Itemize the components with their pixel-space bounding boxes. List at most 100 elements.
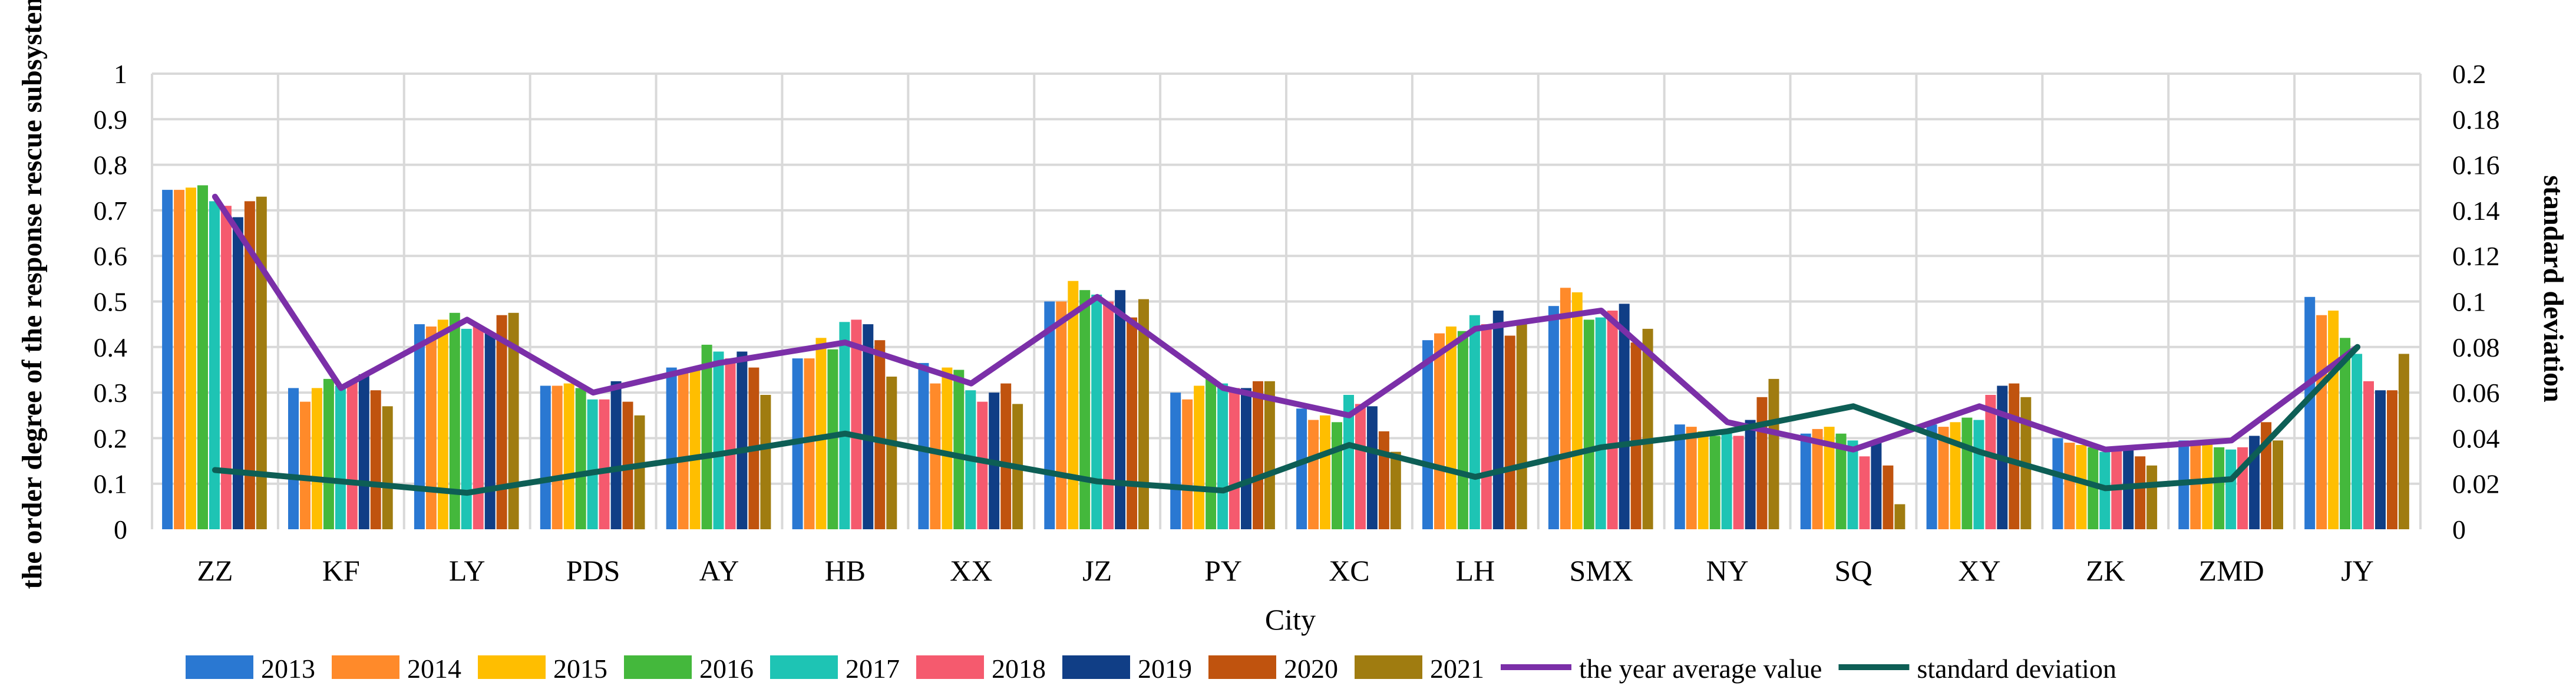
bar-2018-JZ [1103, 301, 1114, 529]
y2-tick-label: 0.2 [2452, 59, 2486, 89]
x-tick-label: ZK [2086, 554, 2125, 587]
line-series [212, 193, 2361, 496]
bar-2018-PY [1229, 388, 1240, 529]
bar-2017-XC [1343, 395, 1354, 529]
bar-2018-PDS [599, 399, 610, 529]
bar-2016-SQ [1835, 433, 1847, 529]
bar-2015-KF [311, 388, 322, 529]
bar-2019-SMX [1619, 304, 1630, 529]
legend-swatch [332, 655, 399, 679]
legend-label: 2015 [553, 654, 607, 684]
y2-tick-label: 0.14 [2452, 196, 2500, 226]
bar-2017-ZMD [2225, 449, 2237, 529]
x-tick-label: ZMD [2199, 554, 2264, 587]
bar-2019-JZ [1115, 290, 1126, 529]
bar-2018-NY [1733, 436, 1744, 529]
bar-2018-AY [725, 358, 736, 529]
bar-2021-JY [2398, 354, 2409, 529]
bar-2017-SMX [1595, 317, 1606, 529]
legend-swatch [1062, 655, 1130, 679]
bar-2013-LY [414, 324, 425, 529]
bar-2013-XX [918, 362, 929, 529]
bar-2015-ZZ [186, 187, 196, 530]
x-tick-label: SQ [1835, 554, 1872, 587]
y2-tick-label: 0.04 [2452, 423, 2500, 453]
y2-tick-label: 0.08 [2452, 332, 2500, 362]
bar-2019-KF [358, 374, 369, 529]
bar-2013-ZK [2052, 438, 2063, 529]
bar-2017-AY [713, 351, 724, 529]
bar-2020-HB [874, 340, 886, 529]
axes: 0 0 0.1 0.02 0.2 0.04 0.3 0.06 0.4 0.08 0.5 0.1 0.6 0… [94, 59, 2500, 587]
bar-2021-LH [1516, 324, 1527, 529]
y2-tick-label: 0.16 [2452, 150, 2500, 180]
bar-2016-JZ [1079, 290, 1091, 529]
y2-tick-label: 0.06 [2452, 378, 2500, 408]
bar-2013-ZZ [162, 190, 173, 530]
bar-2016-LH [1457, 331, 1468, 529]
bar-2014-ZK [2064, 443, 2075, 529]
bar-2021-ZZ [256, 196, 267, 529]
bar-2021-JZ [1138, 299, 1149, 529]
bar-2016-SMX [1583, 319, 1594, 529]
bar-2014-JY [2316, 315, 2327, 529]
bar-2021-LY [508, 312, 519, 529]
bar-2021-SQ [1894, 504, 1905, 529]
bar-2020-NY [1756, 397, 1768, 529]
bar-2014-JZ [1056, 301, 1067, 529]
bar-2020-XX [1000, 383, 1012, 529]
gridlines [151, 72, 2422, 529]
bar-2019-HB [863, 324, 874, 529]
bar-2018-ZZ [220, 206, 232, 529]
bar-2019-LY [484, 333, 496, 529]
bar-2019-JY [2375, 390, 2386, 529]
bar-2016-XY [1961, 417, 1973, 529]
bar-2020-JZ [1127, 317, 1138, 529]
x-tick-label: LH [1456, 554, 1495, 587]
bar-2014-SMX [1560, 288, 1571, 529]
bar-2019-AY [737, 351, 748, 529]
x-tick-label: KF [322, 554, 360, 587]
bar-2021-XC [1390, 451, 1401, 529]
bar-2013-KF [288, 388, 299, 529]
bar-2017-PDS [587, 399, 598, 529]
bar-2014-ZMD [2190, 440, 2201, 529]
legend-swatch [770, 655, 838, 679]
y-tick-label: 0.5 [94, 287, 128, 317]
x-tick-label: PY [1204, 554, 1242, 587]
legend-label: 2018 [992, 654, 1046, 684]
bar-2019-NY [1745, 420, 1756, 529]
x-tick-label: XC [1329, 554, 1369, 587]
bar-2018-KF [346, 381, 358, 529]
bar-2015-ZK [2076, 445, 2087, 529]
bar-2015-ZMD [2202, 440, 2213, 529]
bar-2014-HB [804, 358, 815, 529]
bar-2021-SMX [1642, 328, 1653, 529]
bar-2016-ZZ [197, 185, 208, 529]
bar-2017-KF [335, 385, 346, 529]
legend-label: 2020 [1284, 654, 1338, 684]
bar-2020-PY [1253, 381, 1263, 529]
x-tick-label: HB [825, 554, 866, 587]
x-tick-label: AY [699, 554, 739, 587]
y2-tick-label: 0.02 [2452, 469, 2500, 499]
bar-2018-LH [1481, 324, 1492, 529]
bar-2017-LY [461, 328, 472, 529]
bar-2020-SMX [1630, 342, 1642, 529]
bar-2014-XX [930, 383, 941, 529]
bar-2021-NY [1768, 378, 1779, 529]
legend-label: 2013 [261, 654, 315, 684]
bar-2014-XC [1308, 420, 1319, 529]
bar-2019-PDS [610, 381, 622, 529]
bar-2017-ZZ [209, 201, 220, 529]
line-standard-deviation [212, 344, 2361, 496]
legend-label: 2016 [699, 654, 754, 684]
bar-2018-SMX [1607, 311, 1618, 529]
y-tick-label: 0.1 [94, 469, 128, 499]
bar-2018-SQ [1859, 456, 1870, 529]
y-tick-label: 0.4 [94, 332, 128, 362]
bar-2017-JY [2352, 354, 2363, 529]
bar-2020-XY [2009, 383, 2020, 529]
bar-2021-PDS [634, 415, 645, 530]
